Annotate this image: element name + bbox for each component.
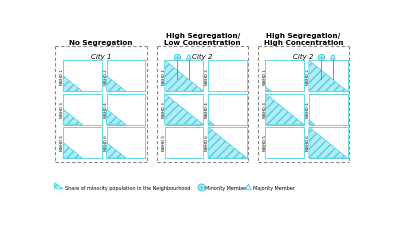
Bar (63, 127, 102, 158)
Text: NBHD 4: NBHD 4 (205, 102, 209, 118)
Text: NBHD 1: NBHD 1 (162, 69, 166, 84)
Polygon shape (63, 110, 82, 125)
Polygon shape (208, 127, 247, 158)
Text: NBHD 5: NBHD 5 (162, 135, 166, 151)
Polygon shape (186, 55, 191, 60)
Bar (63, 94, 102, 125)
Text: Share of minority population in the Neighbourhood: Share of minority population in the Neig… (65, 185, 190, 190)
Polygon shape (330, 55, 335, 60)
Text: NBHD 6: NBHD 6 (205, 135, 209, 151)
Text: City 2: City 2 (192, 53, 213, 59)
Text: NBHD 6: NBHD 6 (104, 135, 108, 151)
Text: High Segregation/
High Concentration: High Segregation/ High Concentration (264, 33, 343, 46)
Bar (266, 94, 304, 125)
Text: Minority Member: Minority Member (205, 185, 247, 190)
Polygon shape (309, 61, 348, 92)
Bar (106, 127, 145, 158)
Bar (165, 94, 204, 125)
Bar (106, 61, 145, 92)
Bar (266, 127, 304, 158)
Polygon shape (266, 87, 271, 92)
Polygon shape (266, 94, 304, 125)
Polygon shape (106, 143, 126, 158)
Text: NBHD 4: NBHD 4 (104, 102, 108, 118)
Text: NBHD 3: NBHD 3 (60, 102, 64, 118)
Bar (266, 61, 304, 92)
Polygon shape (309, 121, 315, 125)
Polygon shape (63, 76, 82, 92)
Text: NBHD 1: NBHD 1 (263, 69, 267, 84)
Bar (309, 61, 348, 92)
Polygon shape (246, 184, 251, 190)
Bar (106, 94, 145, 125)
Polygon shape (55, 183, 63, 189)
Text: NBHD 2: NBHD 2 (205, 69, 209, 84)
Text: NBHD 5: NBHD 5 (263, 135, 267, 151)
Polygon shape (208, 121, 214, 125)
Bar (63, 61, 102, 92)
Polygon shape (106, 110, 126, 125)
Bar (309, 127, 348, 158)
Polygon shape (63, 143, 82, 158)
Text: NBHD 1: NBHD 1 (60, 69, 64, 84)
Text: No Segregation: No Segregation (70, 40, 133, 46)
Bar (165, 61, 204, 92)
Polygon shape (309, 127, 348, 158)
Bar (208, 94, 247, 125)
Text: NBHD 3: NBHD 3 (162, 102, 166, 118)
Text: City 1: City 1 (91, 53, 111, 59)
Text: City 2: City 2 (293, 53, 314, 59)
Polygon shape (165, 61, 204, 92)
Bar (165, 127, 204, 158)
Text: NBHD 2: NBHD 2 (104, 69, 108, 84)
Bar (309, 94, 348, 125)
Text: NBHD 5: NBHD 5 (60, 135, 64, 151)
Text: High Segregation/
Low Concentration: High Segregation/ Low Concentration (164, 33, 241, 46)
Text: NBHD 3: NBHD 3 (263, 102, 267, 118)
Text: NBHD 4: NBHD 4 (306, 102, 310, 118)
Bar (208, 61, 247, 92)
Text: NBHD 6: NBHD 6 (306, 135, 310, 151)
Polygon shape (106, 76, 126, 92)
Text: NBHD 2: NBHD 2 (306, 69, 310, 84)
Bar (208, 127, 247, 158)
Text: Majority Member: Majority Member (253, 185, 295, 190)
Polygon shape (165, 94, 204, 125)
